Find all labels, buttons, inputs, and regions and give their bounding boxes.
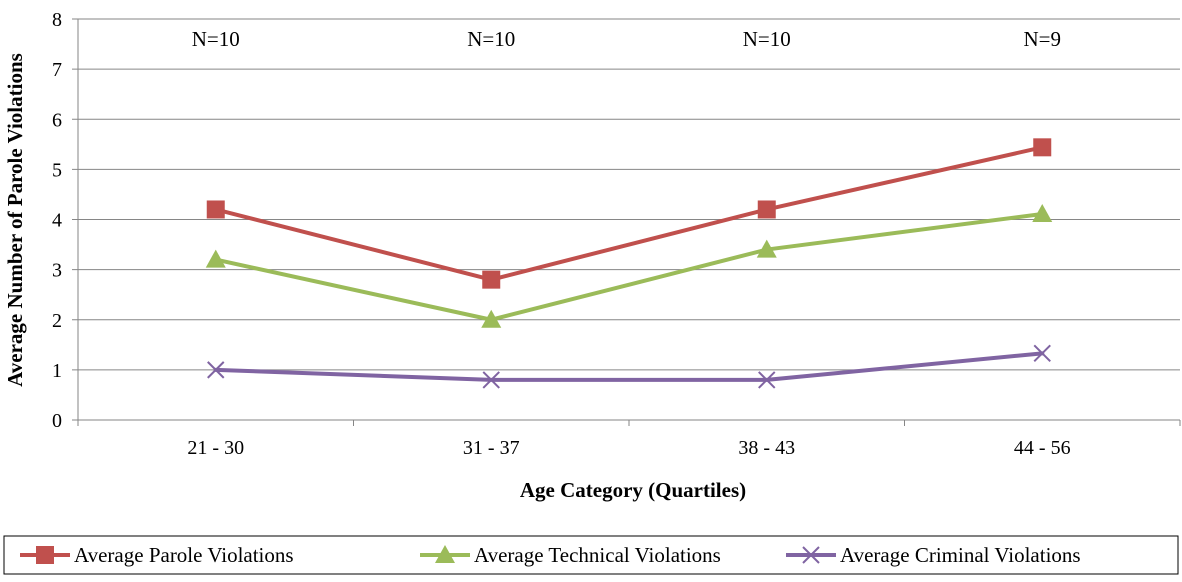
legend-swatch-marker xyxy=(435,545,455,563)
y-tick-label: 3 xyxy=(52,260,62,282)
x-axis-ticks: 21 - 30 31 - 37 38 - 43 44 - 56 xyxy=(187,437,1070,459)
series-markers xyxy=(205,138,1053,389)
legend: Average Parole Violations Average Technic… xyxy=(3,535,1179,575)
data-point-series-1 xyxy=(482,270,501,289)
y-tick-label: 4 xyxy=(52,210,62,232)
data-point-series-3 xyxy=(1033,344,1051,363)
series-line-2 xyxy=(213,211,1045,322)
data-point-series-2 xyxy=(205,249,226,268)
data-point-series-1 xyxy=(757,200,776,219)
data-point-series-3 xyxy=(482,371,500,389)
x-tick-label: 21 - 30 xyxy=(187,437,244,459)
legend-label: Average Technical Violations xyxy=(474,543,721,567)
series-lines xyxy=(213,145,1045,382)
x-tick-label: 44 - 56 xyxy=(1014,437,1071,459)
sample-size-annotations: N=10 N=10 N=10 N=9 xyxy=(192,27,1061,51)
data-point-series-3 xyxy=(207,361,225,379)
data-point-series-2 xyxy=(1032,203,1053,222)
y-tick-label: 1 xyxy=(52,360,62,382)
legend-box xyxy=(3,535,1179,575)
x-axis-title: Age Category (Quartiles) xyxy=(520,478,746,502)
data-point-series-2 xyxy=(756,239,777,258)
y-axis-ticks: 0 1 2 3 4 5 6 7 8 xyxy=(52,9,62,432)
legend-swatch-marker xyxy=(36,546,54,564)
data-point-series-3 xyxy=(758,371,776,389)
y-tick-label: 6 xyxy=(52,109,62,131)
data-point-series-1 xyxy=(206,200,225,219)
data-point-series-1 xyxy=(1033,138,1052,157)
sample-size-label: N=10 xyxy=(192,27,240,51)
sample-size-label: N=10 xyxy=(743,27,791,51)
legend-swatch-marker xyxy=(802,546,820,564)
y-tick-label: 0 xyxy=(52,410,62,432)
sample-size-label: N=9 xyxy=(1023,27,1061,51)
legend-label: Average Criminal Violations xyxy=(840,543,1081,567)
y-axis-title: Average Number of Parole Violations xyxy=(3,53,27,387)
series-line-3 xyxy=(213,351,1045,382)
legend-label: Average Parole Violations xyxy=(74,543,294,567)
data-point-series-2 xyxy=(481,309,502,328)
y-tick-label: 2 xyxy=(52,310,62,332)
y-tick-label: 7 xyxy=(52,59,62,81)
x-tick-label: 31 - 37 xyxy=(463,437,520,459)
series-line-1 xyxy=(213,145,1045,282)
gridlines xyxy=(72,18,1181,426)
x-tick-label: 38 - 43 xyxy=(738,437,795,459)
y-tick-label: 8 xyxy=(52,9,62,31)
sample-size-label: N=10 xyxy=(467,27,515,51)
legend-items: Average Parole Violations Average Technic… xyxy=(20,543,1081,567)
y-tick-label: 5 xyxy=(52,159,62,181)
